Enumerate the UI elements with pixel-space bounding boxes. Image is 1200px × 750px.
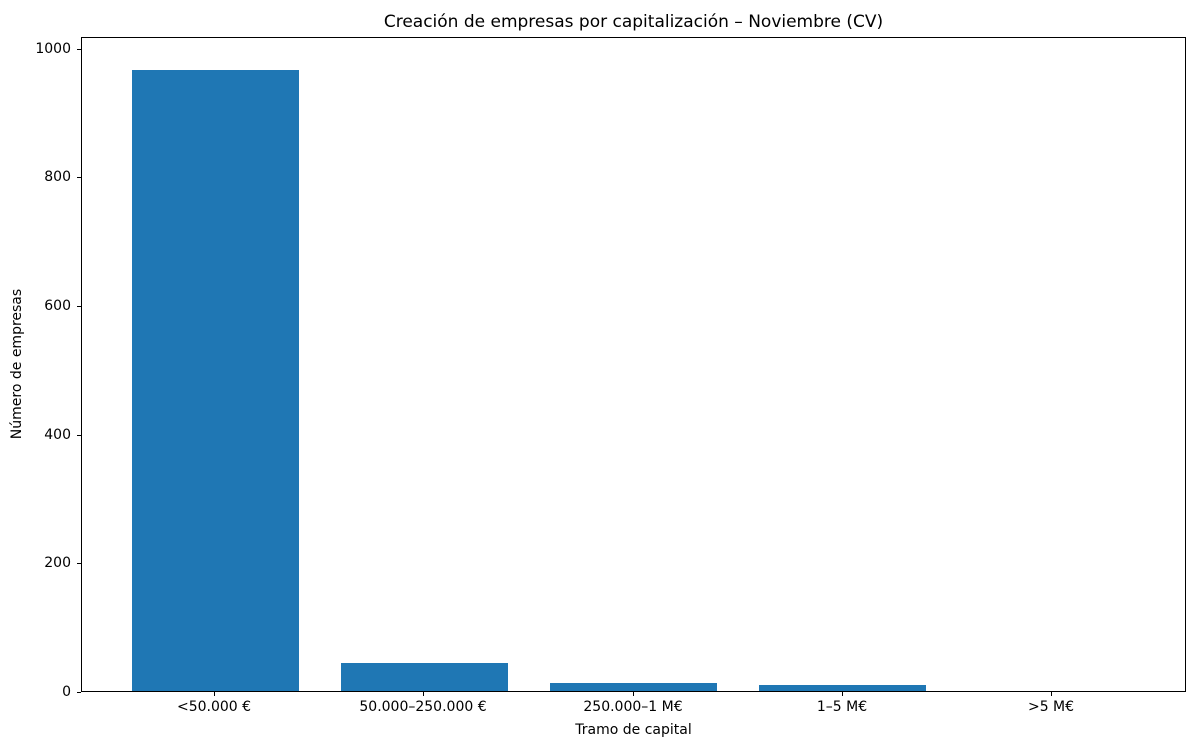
x-axis-label: Tramo de capital (575, 722, 692, 738)
bar (550, 683, 717, 691)
y-tick (77, 692, 81, 693)
y-tick (77, 306, 81, 307)
y-tick-label: 800 (44, 169, 71, 185)
y-tick-label: 0 (62, 684, 71, 700)
x-tick (842, 692, 843, 696)
y-tick (77, 49, 81, 50)
y-tick (77, 435, 81, 436)
y-tick (77, 177, 81, 178)
x-tick (633, 692, 634, 696)
y-tick (77, 563, 81, 564)
x-tick (423, 692, 424, 696)
x-tick-label: <50.000 € (176, 699, 252, 715)
x-tick (214, 692, 215, 696)
x-tick-label: 50.000–250.000 € (359, 699, 487, 715)
chart-title: Creación de empresas por capitalización … (383, 12, 884, 32)
y-tick-label: 400 (44, 427, 71, 443)
bar (341, 663, 508, 691)
x-tick-label: >5 M€ (1027, 699, 1075, 715)
y-tick-label: 200 (44, 555, 71, 571)
x-tick (1051, 692, 1052, 696)
bar (132, 70, 299, 691)
y-tick-label: 600 (44, 298, 71, 314)
x-tick-label: 250.000–1 M€ (583, 699, 683, 715)
plot-area (81, 37, 1186, 692)
x-tick-label: 1–5 M€ (816, 699, 868, 715)
y-tick-label: 1000 (35, 41, 71, 57)
bar (759, 685, 926, 691)
